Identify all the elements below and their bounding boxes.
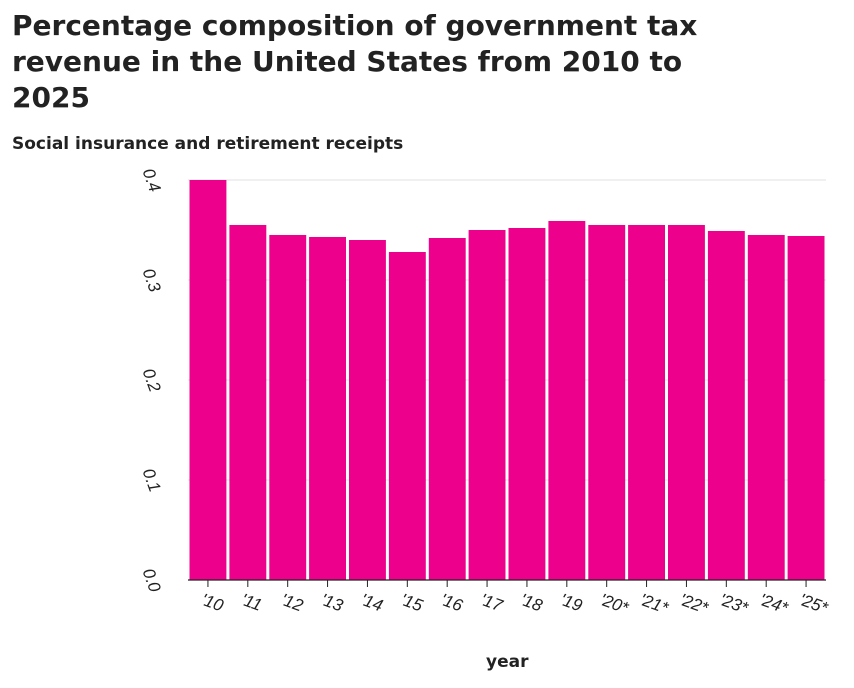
bar-11 [628, 225, 665, 580]
bar-6 [428, 238, 466, 580]
bar-9 [548, 221, 586, 580]
x-tick-label: '19 [557, 590, 585, 616]
bar-12 [668, 225, 705, 580]
x-tick-label: '16 [438, 590, 466, 616]
x-axis-label: year [486, 652, 529, 672]
x-tick-label: '23* [717, 590, 752, 618]
bar-10 [588, 225, 626, 580]
x-tick-label: '13 [318, 590, 346, 616]
bar-8 [508, 228, 546, 580]
x-tick-label: '24* [757, 590, 792, 618]
bar-3 [309, 237, 346, 580]
y-tick-label: 0.2 [139, 366, 165, 395]
bar-0 [189, 180, 227, 580]
x-tick-label: '12 [278, 590, 306, 616]
y-tick-labels: 0.0 0.1 0.2 0.3 0.4 [139, 166, 165, 595]
bar-14 [747, 235, 785, 580]
x-tick-label: '11 [238, 590, 264, 615]
x-tick-label: '21* [637, 590, 672, 618]
x-tick-label: '25* [797, 590, 832, 618]
y-axis-label: Social insurance and retirement receipts [12, 134, 404, 154]
bar-1 [229, 225, 267, 580]
bar-7 [468, 230, 506, 580]
bar-13 [707, 231, 745, 580]
x-tick-label: '20* [597, 590, 632, 618]
bar-2 [269, 235, 307, 580]
x-tick-label: '18 [518, 590, 546, 616]
chart-title: Percentage composition of government tax… [12, 9, 698, 114]
x-tick-label: '15 [398, 590, 426, 616]
bar-5 [388, 252, 426, 580]
x-tick-label: '10 [199, 590, 227, 616]
y-tick-label: 0.1 [139, 466, 165, 495]
y-tick-label: 0.4 [139, 166, 165, 195]
y-tick-label: 0.0 [139, 566, 165, 595]
x-axis: '10'11'12'13'14'15'16'17'18'19'20* '21* '2… [188, 579, 832, 618]
bar-15 [787, 236, 825, 580]
bar-4 [349, 240, 386, 580]
y-tick-label: 0.3 [139, 266, 165, 295]
x-tick-label: '14 [358, 590, 385, 615]
bars [189, 180, 825, 580]
x-tick-label: '22* [677, 590, 712, 618]
x-tick-label: '17 [478, 590, 506, 616]
